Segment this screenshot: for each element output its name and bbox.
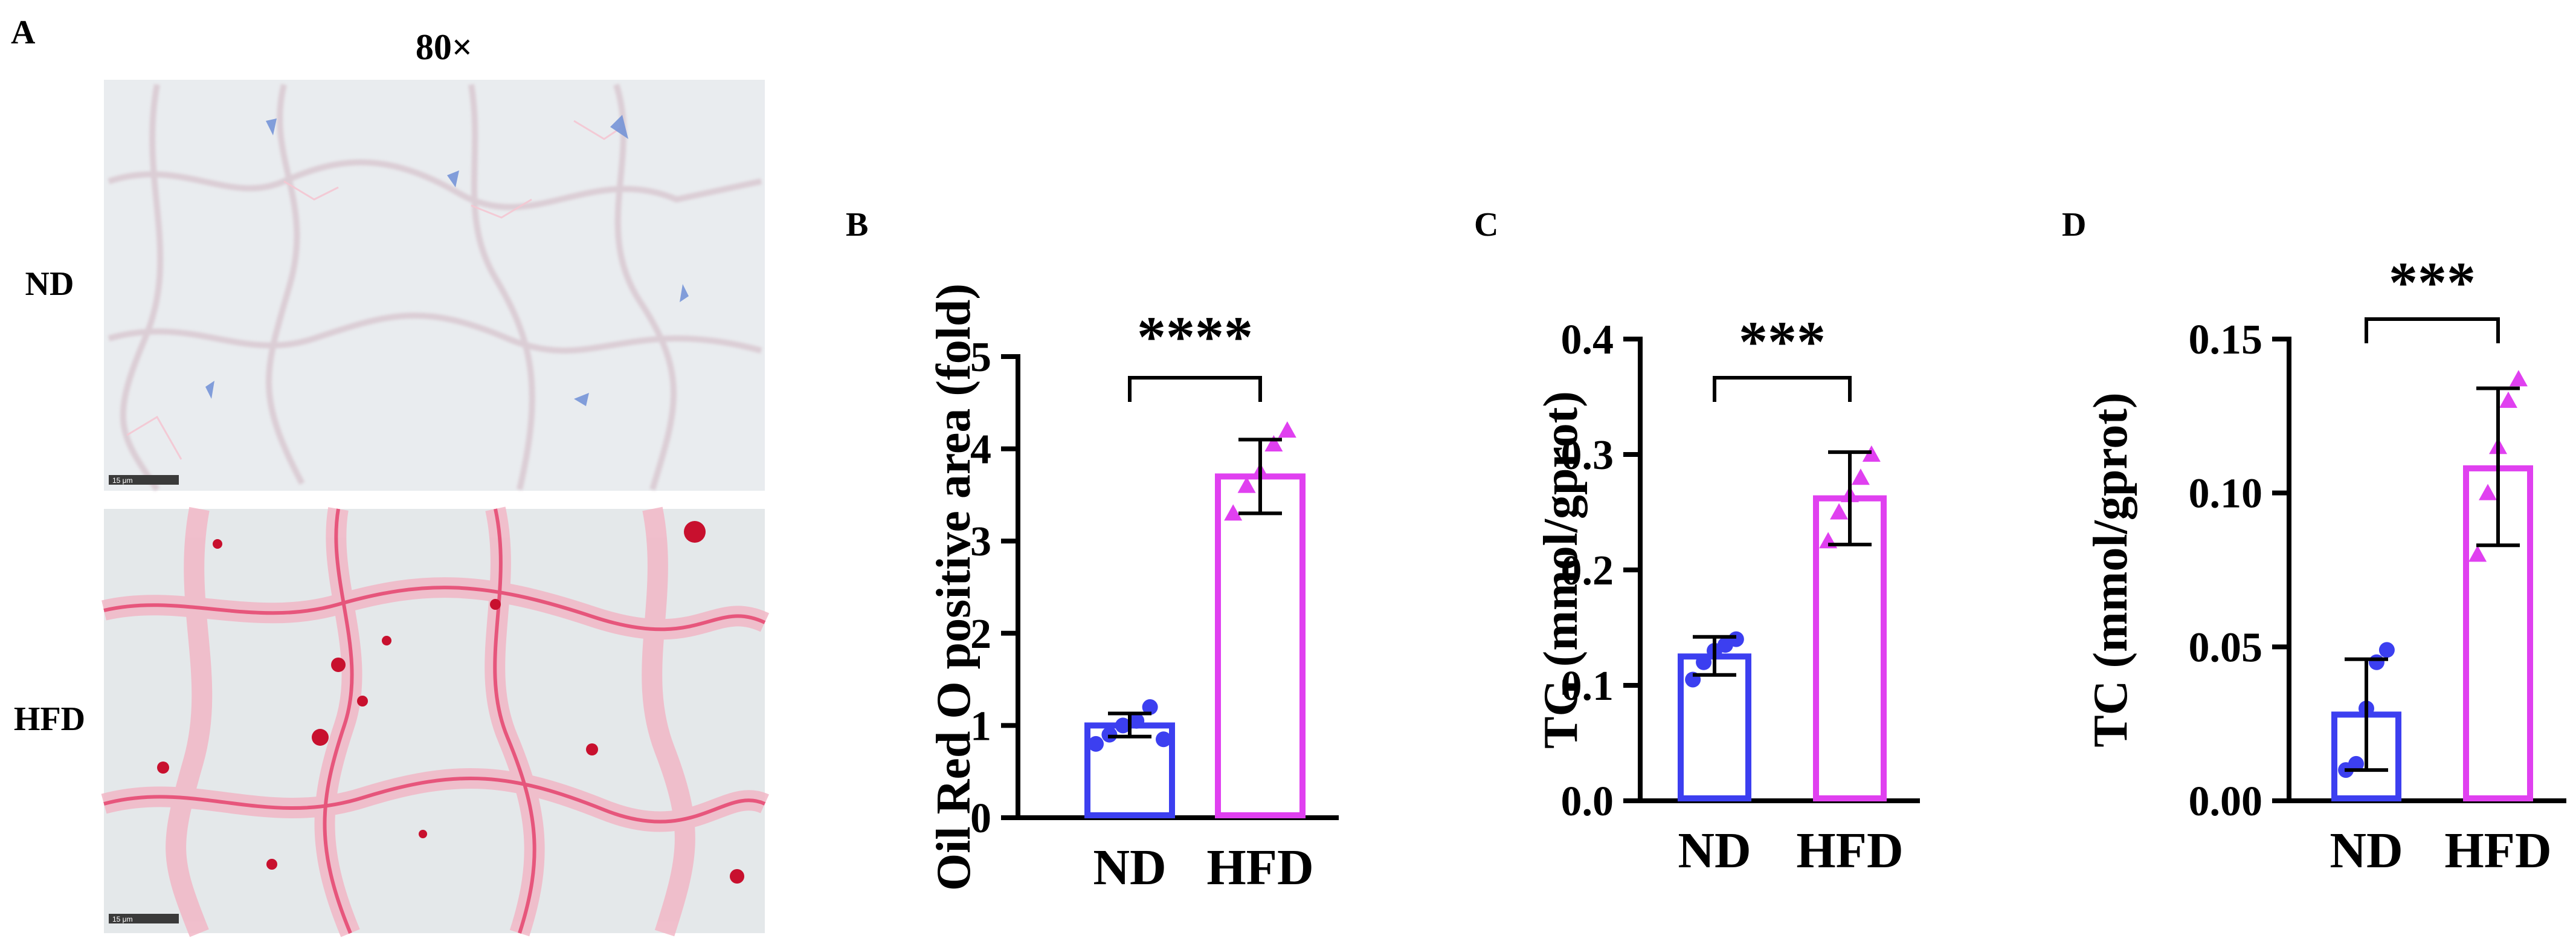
chart-c: C 0.0 0.1 0.2 0.3 0.4 TG (mmol/gprot) ND HFD *** <box>1474 206 1920 879</box>
data-point <box>2468 545 2487 562</box>
y-tick-label: 4 <box>970 427 991 473</box>
data-point <box>1224 504 1243 521</box>
category-label-hfd: HFD <box>2444 823 2551 879</box>
y-tick-label: 0.00 <box>2189 778 2263 825</box>
data-point <box>1851 468 1870 485</box>
panel-label: D <box>2062 206 2086 244</box>
data-point <box>1142 699 1158 715</box>
row-label-nd: ND <box>25 265 74 303</box>
y-tick-label: 2 <box>970 611 991 658</box>
category-label-hfd: HFD <box>1206 839 1313 896</box>
data-point <box>1696 654 1712 670</box>
y-tick-label: 5 <box>970 334 991 381</box>
data-point <box>1156 731 1171 748</box>
data-point <box>2378 642 2395 658</box>
data-point <box>1129 713 1145 729</box>
category-label-nd: ND <box>1678 823 1751 879</box>
y-tick-label: 0.15 <box>2189 317 2263 363</box>
data-point <box>1115 717 1131 734</box>
data-point <box>2368 654 2384 670</box>
y-tick-label: 0.1 <box>1561 663 1614 710</box>
y-tick-label: 0.4 <box>1561 317 1614 363</box>
y-tick-label: 3 <box>970 519 991 565</box>
y-tick-label: 1 <box>970 703 991 749</box>
y-tick-label: 0.10 <box>2189 471 2263 517</box>
data-point <box>2509 370 2528 387</box>
y-tick-label: 0.3 <box>1561 432 1614 479</box>
panel-a: A 80× ND HFD <box>11 14 770 937</box>
panel-a-label: A <box>11 14 36 51</box>
y-axis-title: Oil Red O positive area (fold) <box>927 283 980 891</box>
panel-label: C <box>1474 206 1498 244</box>
micrograph-hfd: 15 μm <box>101 506 770 937</box>
y-tick-label: 0.0 <box>1561 778 1614 825</box>
data-point <box>1101 726 1118 743</box>
micrograph-nd: 15 μm <box>104 80 765 491</box>
category-label-hfd: HFD <box>1796 823 1903 879</box>
category-label-nd: ND <box>1093 839 1166 896</box>
y-tick-label: 0.2 <box>1561 548 1614 594</box>
significance-bracket <box>1713 376 1852 402</box>
data-point <box>1088 736 1104 752</box>
scale-bar-nd: 15 μm <box>112 476 133 485</box>
panel-label: B <box>846 206 868 244</box>
y-tick-label: 0.05 <box>2189 624 2263 671</box>
y-axis-title: TG (mmol/gprot) <box>1534 391 1588 749</box>
significance-label: *** <box>2389 250 2476 315</box>
scale-bar-hfd: 15 μm <box>112 915 133 923</box>
row-label-hfd: HFD <box>14 700 85 738</box>
category-label-nd: ND <box>2330 823 2403 879</box>
significance-bracket <box>1128 376 1262 402</box>
significance-bracket <box>2365 317 2500 343</box>
y-tick-label: 0 <box>970 795 991 842</box>
data-point <box>1830 503 1849 520</box>
data-point <box>1264 435 1283 451</box>
data-point <box>1728 631 1744 647</box>
chart-d: D 0.00 0.05 0.10 0.15 TC (mmol/gprot) ND HFD *** <box>2062 206 2566 879</box>
data-point <box>2348 755 2365 772</box>
y-axis-title: TC (mmol/gprot) <box>2084 392 2137 747</box>
magnification-label: 80× <box>416 27 472 67</box>
significance-label: **** <box>1137 305 1253 369</box>
data-point <box>2479 483 2497 500</box>
data-point <box>1237 476 1256 493</box>
bar-hfd <box>1215 473 1306 818</box>
significance-label: *** <box>1739 309 1826 374</box>
data-point <box>1278 421 1296 438</box>
data-point <box>2499 391 2517 408</box>
